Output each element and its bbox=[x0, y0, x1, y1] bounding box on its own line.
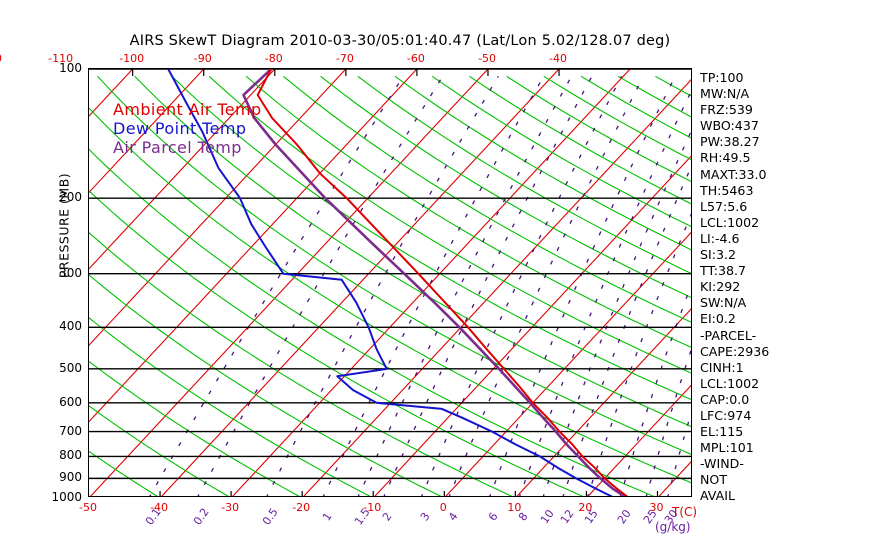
parameter-item-26: AVAIL bbox=[700, 488, 735, 504]
parameter-item-12: TT:38.7 bbox=[700, 263, 747, 279]
parameter-item-4: PW:38.27 bbox=[700, 134, 760, 150]
parameter-item-3: WBO:437 bbox=[700, 118, 759, 134]
mixing-ratio-tick-6: 3 bbox=[417, 510, 433, 524]
pressure-tick-7: 800 bbox=[59, 448, 82, 463]
top-temp-tick-2: -100 bbox=[119, 52, 145, 65]
bottom-temp-tick-6: 10 bbox=[507, 501, 522, 514]
page-title: AIRS SkewT Diagram 2010-03-30/05:01:40.4… bbox=[129, 33, 671, 49]
parameter-item-21: LFC:974 bbox=[700, 407, 752, 423]
parameter-item-14: SW:N/A bbox=[700, 295, 747, 311]
top-temp-tick-1: -110 bbox=[48, 52, 74, 65]
parameter-item-0: TP:100 bbox=[700, 70, 744, 85]
parameter-item-11: SI:3.2 bbox=[700, 247, 736, 263]
parameter-item-5: RH:49.5 bbox=[700, 150, 751, 166]
parameter-item-9: LCL:1002 bbox=[700, 214, 760, 230]
bottom-temp-tick-4: -10 bbox=[363, 501, 382, 514]
bottom-temp-tick-7: 20 bbox=[578, 501, 593, 514]
bottom-temp-tick-3: -20 bbox=[292, 501, 311, 514]
mixing-ratio-tick-5: 2 bbox=[380, 510, 395, 524]
parameter-item-1: MW:N/A bbox=[700, 86, 750, 102]
temperature-unit-label: T(C) bbox=[672, 505, 698, 519]
parameter-item-16: -PARCEL- bbox=[700, 327, 757, 343]
mixing-ratio-tick-10: 10 bbox=[537, 507, 557, 527]
top-temp-tick-0: -120 bbox=[0, 52, 2, 65]
top-temp-tick-4: -80 bbox=[264, 52, 283, 65]
skewt-canvas bbox=[89, 69, 691, 496]
parameter-item-25: NOT bbox=[700, 472, 728, 488]
mixing-ratio-tick-2: 0.5 bbox=[260, 505, 281, 528]
plot-area bbox=[88, 68, 692, 497]
parameter-item-17: CAPE:2936 bbox=[700, 343, 770, 359]
pressure-tick-3: 400 bbox=[59, 319, 82, 334]
parameter-item-2: FRZ:539 bbox=[700, 102, 753, 118]
parameter-item-7: TH:5463 bbox=[700, 182, 754, 198]
pressure-tick-8: 900 bbox=[59, 470, 82, 485]
pressure-tick-1: 200 bbox=[59, 190, 82, 205]
mixing-ratio-unit-label: (g/kg) bbox=[655, 520, 691, 534]
parameter-item-20: CAP:0.0 bbox=[700, 391, 750, 407]
parameter-item-6: MAXT:33.0 bbox=[700, 166, 767, 182]
top-temp-tick-8: -40 bbox=[549, 52, 567, 65]
pressure-tick-9: 1000 bbox=[51, 490, 82, 504]
top-temp-tick-3: -90 bbox=[193, 52, 212, 65]
pressure-tick-0: 100 bbox=[59, 61, 82, 75]
bottom-temp-tick-8: 30 bbox=[649, 501, 664, 514]
mixing-ratio-tick-9: 8 bbox=[515, 510, 531, 524]
pressure-tick-6: 700 bbox=[59, 423, 82, 438]
mixing-ratio-tick-13: 20 bbox=[614, 507, 634, 527]
parameter-item-13: KI:292 bbox=[700, 279, 741, 295]
mixing-ratio-tick-1: 0.2 bbox=[191, 505, 212, 528]
bottom-temp-tick-1: -40 bbox=[150, 501, 169, 514]
mixing-ratio-tick-8: 6 bbox=[486, 510, 501, 524]
parameter-item-19: LCL:1002 bbox=[700, 375, 760, 391]
mixing-ratio-tick-7: 4 bbox=[445, 510, 461, 524]
top-temp-tick-6: -60 bbox=[406, 52, 425, 65]
bottom-temp-tick-2: -30 bbox=[221, 501, 240, 514]
parameter-item-15: EI:0.2 bbox=[700, 311, 736, 327]
top-temp-tick-7: -50 bbox=[477, 52, 496, 65]
bottom-temp-tick-5: 0 bbox=[439, 501, 447, 514]
parameter-list: TP:100 MW:N/A FRZ:539 WBO:437 PW:38.27 RH:49.… bbox=[700, 70, 769, 505]
pressure-tick-2: 300 bbox=[59, 265, 82, 280]
parameter-item-18: CINH:1 bbox=[700, 359, 744, 375]
parameter-item-10: LI:-4.6 bbox=[700, 230, 740, 246]
parameter-item-8: L57:5.6 bbox=[700, 198, 748, 214]
mixing-ratio-tick-11: 12 bbox=[557, 507, 577, 527]
bottom-temp-tick-0: -50 bbox=[79, 501, 97, 514]
parameter-item-22: EL:115 bbox=[700, 424, 744, 440]
parameter-item-23: MPL:101 bbox=[700, 440, 754, 456]
top-temp-tick-5: -70 bbox=[335, 52, 354, 65]
parameter-item-24: -WIND- bbox=[700, 456, 744, 472]
pressure-tick-5: 600 bbox=[59, 394, 82, 409]
pressure-tick-4: 500 bbox=[59, 360, 82, 375]
mixing-ratio-tick-3: 1 bbox=[319, 510, 335, 524]
